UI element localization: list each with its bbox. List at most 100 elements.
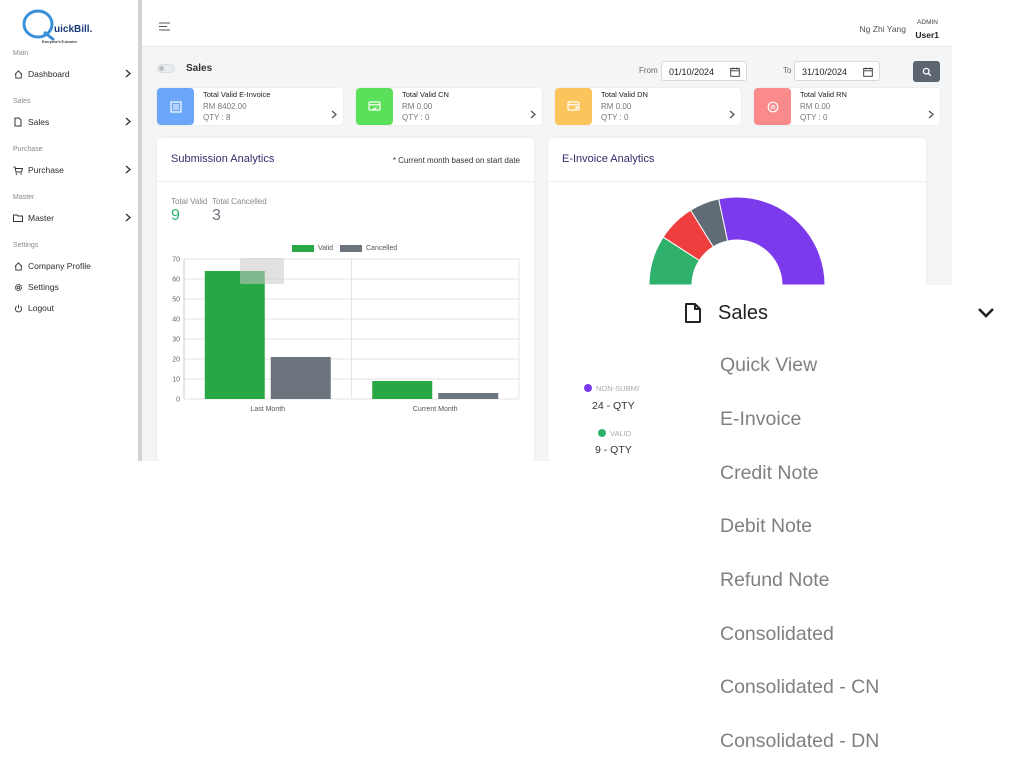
card-title: Total Valid DN <box>601 90 648 99</box>
to-date-input[interactable]: 31/10/2024 <box>794 61 880 81</box>
card-icon-bg <box>356 88 393 125</box>
sidebar-item-label: Sales <box>28 117 50 127</box>
card-amount: RM 8402.00 <box>203 102 247 111</box>
sales-toggle[interactable] <box>157 64 175 73</box>
topbar: Ng Zhi Yang ADMIN User1 <box>142 0 952 47</box>
submission-bar-chart: 0 10 20 30 40 50 60 70 Last Month Current Month <box>172 257 520 413</box>
logo-mark-icon <box>22 9 55 42</box>
legend-label: Cancelled <box>366 245 398 252</box>
panel-title: Submission Analytics <box>171 153 275 165</box>
menu-item-consolidated-dn[interactable]: Consolidated - DN <box>720 730 880 752</box>
x-tick-label: Current Month <box>413 406 458 413</box>
power-icon <box>13 303 23 313</box>
brand-logo[interactable]: uickBill. Everyone's E-Invoice <box>14 4 94 44</box>
card-title: Total Valid E-Invoice <box>203 90 271 99</box>
refund-icon <box>767 101 778 112</box>
sidebar-item-master[interactable]: Master <box>13 211 133 225</box>
card-qty: QTY : 0 <box>601 113 629 122</box>
card-icon-bg <box>754 88 791 125</box>
from-date-input[interactable]: 01/10/2024 <box>661 61 747 81</box>
sidebar-item-logout[interactable]: Logout <box>13 301 133 315</box>
bar-valid-0[interactable] <box>204 271 265 399</box>
logo-text: uickBill. <box>54 24 93 35</box>
calendar-icon <box>730 67 740 77</box>
legend-valid[interactable]: Valid <box>292 245 333 252</box>
card-title: Total Valid CN <box>402 90 449 99</box>
menu-item-e-invoice[interactable]: E-Invoice <box>720 408 802 430</box>
menu-item-consolidated-cn[interactable]: Consolidated - CN <box>720 676 880 698</box>
sales-menu-header[interactable]: Sales <box>683 300 1013 326</box>
bar-cancelled-1[interactable] <box>438 393 499 399</box>
card-valid-rn[interactable]: Total Valid RN RM 0.00 QTY : 0 <box>754 88 940 125</box>
file-icon <box>13 117 23 127</box>
card-icon-bg <box>157 88 194 125</box>
legend-dot-non-submit <box>584 384 592 392</box>
sidebar-item-label: Settings <box>28 282 59 292</box>
donut-slice-purple[interactable] <box>718 196 826 286</box>
chevron-right-icon <box>331 110 337 119</box>
menu-item-credit-note[interactable]: Credit Note <box>720 462 819 484</box>
sidebar-item-dashboard[interactable]: Dashboard <box>13 67 133 81</box>
chevron-right-icon <box>125 69 131 78</box>
bar-valid-1[interactable] <box>372 381 433 399</box>
card-qty: QTY : 0 <box>402 113 430 122</box>
card-amount: RM 0.00 <box>800 102 831 111</box>
from-label: From <box>639 66 658 75</box>
calendar-icon <box>863 67 873 77</box>
menu-item-debit-note[interactable]: Debit Note <box>720 515 813 537</box>
sidebar-item-settings[interactable]: Settings <box>13 280 133 294</box>
folder-icon <box>13 213 23 223</box>
panel-title: E-Invoice Analytics <box>562 153 655 165</box>
y-tick-label: 50 <box>172 297 180 304</box>
sales-dropdown-zoom: Sales Quick View E-Invoice Credit Note D… <box>640 285 1024 765</box>
chevron-right-icon <box>530 110 536 119</box>
einvoice-donut-chart <box>648 196 826 286</box>
card-valid-dn[interactable]: Total Valid DN RM 0.00 QTY : 0 <box>555 88 741 125</box>
y-tick-label: 10 <box>172 377 180 384</box>
chevron-right-icon <box>125 213 131 222</box>
sidebar-item-label: Dashboard <box>28 69 70 79</box>
search-button[interactable] <box>913 61 940 82</box>
toggle-label: Sales <box>186 63 213 74</box>
divider <box>548 181 926 182</box>
menu-item-refund-note[interactable]: Refund Note <box>720 569 830 591</box>
sidebar-item-label: Master <box>28 213 54 223</box>
sidebar-item-company-profile[interactable]: Company Profile <box>13 259 133 273</box>
y-tick-label: 20 <box>172 357 180 364</box>
menu-toggle-icon[interactable] <box>159 22 171 31</box>
card-qty: QTY : 0 <box>800 113 828 122</box>
card-valid-einvoice[interactable]: Total Valid E-Invoice RM 8402.00 QTY : 8 <box>157 88 343 125</box>
legend-label: Valid <box>318 245 334 252</box>
menu-item-consolidated[interactable]: Consolidated <box>720 623 834 645</box>
debit-card-icon <box>567 101 580 111</box>
sidebar-item-label: Company Profile <box>28 261 91 271</box>
y-tick-label: 70 <box>172 257 180 264</box>
y-tick-label: 60 <box>172 277 180 284</box>
invoice-icon <box>169 100 182 113</box>
gear-icon <box>13 282 23 292</box>
legend-swatch <box>292 245 314 252</box>
legend-cancelled[interactable]: Cancelled <box>340 245 397 252</box>
section-sales: Sales <box>13 98 31 105</box>
menu-item-quick-view[interactable]: Quick View <box>720 354 818 376</box>
card-amount: RM 0.00 <box>601 102 632 111</box>
y-tick-label: 0 <box>176 397 180 404</box>
user-role: ADMIN <box>917 19 938 26</box>
home-icon <box>13 69 23 79</box>
legend-label-non-submit: NON-SUBMIT <box>596 384 644 393</box>
drag-ghost <box>240 258 284 284</box>
card-valid-cn[interactable]: Total Valid CN RM 0.00 QTY : 0 <box>356 88 542 125</box>
user-name: Ng Zhi Yang <box>859 24 906 34</box>
user-id[interactable]: User1 <box>915 30 939 40</box>
from-date-value: 01/10/2024 <box>669 67 715 77</box>
sidebar-item-purchase[interactable]: Purchase <box>13 163 133 177</box>
bar-cancelled-0[interactable] <box>270 357 331 399</box>
panel-note: * Current month based on start date <box>392 156 520 165</box>
card-amount: RM 0.00 <box>402 102 433 111</box>
sidebar-item-sales[interactable]: Sales <box>13 115 133 129</box>
chevron-right-icon <box>729 110 735 119</box>
section-master: Master <box>13 194 35 201</box>
legend-label-valid: VALID <box>610 429 632 438</box>
home-icon <box>13 261 23 271</box>
section-purchase: Purchase <box>13 146 43 153</box>
